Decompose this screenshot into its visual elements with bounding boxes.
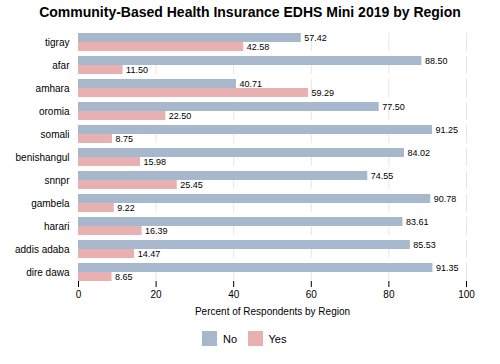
- svg-text:0: 0: [76, 289, 82, 300]
- svg-text:harari: harari: [44, 221, 70, 232]
- svg-text:somali: somali: [41, 129, 70, 140]
- svg-text:25.45: 25.45: [180, 180, 203, 190]
- svg-text:16.39: 16.39: [145, 226, 168, 236]
- svg-text:40: 40: [228, 289, 240, 300]
- html-text:No: No: [223, 332, 237, 345]
- svg-text:42.58: 42.58: [247, 42, 270, 52]
- svg-text:22.50: 22.50: [169, 111, 192, 121]
- svg-text:oromia: oromia: [39, 106, 70, 117]
- svg-text:afar: afar: [52, 60, 70, 71]
- html-text:Yes: Yes: [268, 332, 287, 345]
- svg-text:snnpr: snnpr: [44, 175, 70, 186]
- svg-text:15.98: 15.98: [144, 157, 167, 167]
- svg-text:90.78: 90.78: [434, 194, 457, 204]
- svg-text:57.42: 57.42: [304, 33, 327, 43]
- html-text:Community-Based Health Insuran: Community-Based Health Insurance EDHS Mi…: [39, 4, 461, 20]
- svg-text:77.50: 77.50: [382, 102, 405, 112]
- svg-text:20: 20: [151, 289, 163, 300]
- svg-text:8.75: 8.75: [115, 134, 133, 144]
- svg-text:40.71: 40.71: [239, 79, 262, 89]
- svg-text:benishangul: benishangul: [16, 152, 70, 163]
- svg-text:59.29: 59.29: [312, 88, 335, 98]
- svg-text:91.35: 91.35: [436, 263, 459, 273]
- svg-text:addis adaba: addis adaba: [15, 244, 70, 255]
- svg-text:8.65: 8.65: [115, 272, 133, 282]
- svg-text:88.50: 88.50: [425, 56, 448, 66]
- svg-text:Percent of Respondents by Regi: Percent of Respondents by Region: [195, 306, 350, 317]
- svg-text:83.61: 83.61: [406, 217, 429, 227]
- svg-text:100: 100: [458, 289, 475, 300]
- svg-text:80: 80: [383, 289, 395, 300]
- svg-text:74.55: 74.55: [371, 171, 394, 181]
- svg-text:14.47: 14.47: [138, 249, 161, 259]
- svg-text:tigray: tigray: [45, 37, 69, 48]
- svg-text:gambela: gambela: [31, 198, 70, 209]
- svg-text:9.22: 9.22: [117, 203, 135, 213]
- svg-text:84.02: 84.02: [407, 148, 430, 158]
- svg-text:11.50: 11.50: [126, 65, 148, 75]
- svg-text:91.25: 91.25: [436, 125, 459, 135]
- svg-text:amhara: amhara: [36, 83, 70, 94]
- svg-text:dire dawa: dire dawa: [26, 267, 70, 278]
- svg-text:85.53: 85.53: [413, 240, 436, 250]
- svg-text:60: 60: [306, 289, 318, 300]
